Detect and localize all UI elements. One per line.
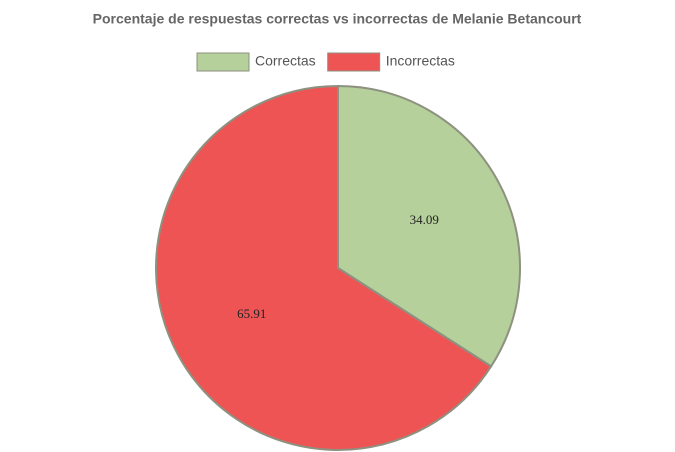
legend-swatch[interactable] (196, 52, 250, 72)
legend-label[interactable]: Correctas (255, 53, 316, 69)
pie-slice (155, 84, 493, 451)
legend-swatch[interactable] (327, 52, 381, 72)
data-label: 65.91 (237, 306, 266, 321)
data-label: 34.09 (410, 212, 439, 227)
legend-label[interactable]: Incorrectas (386, 53, 455, 69)
chart-title: Porcentaje de respuestas correctas vs in… (93, 11, 582, 27)
